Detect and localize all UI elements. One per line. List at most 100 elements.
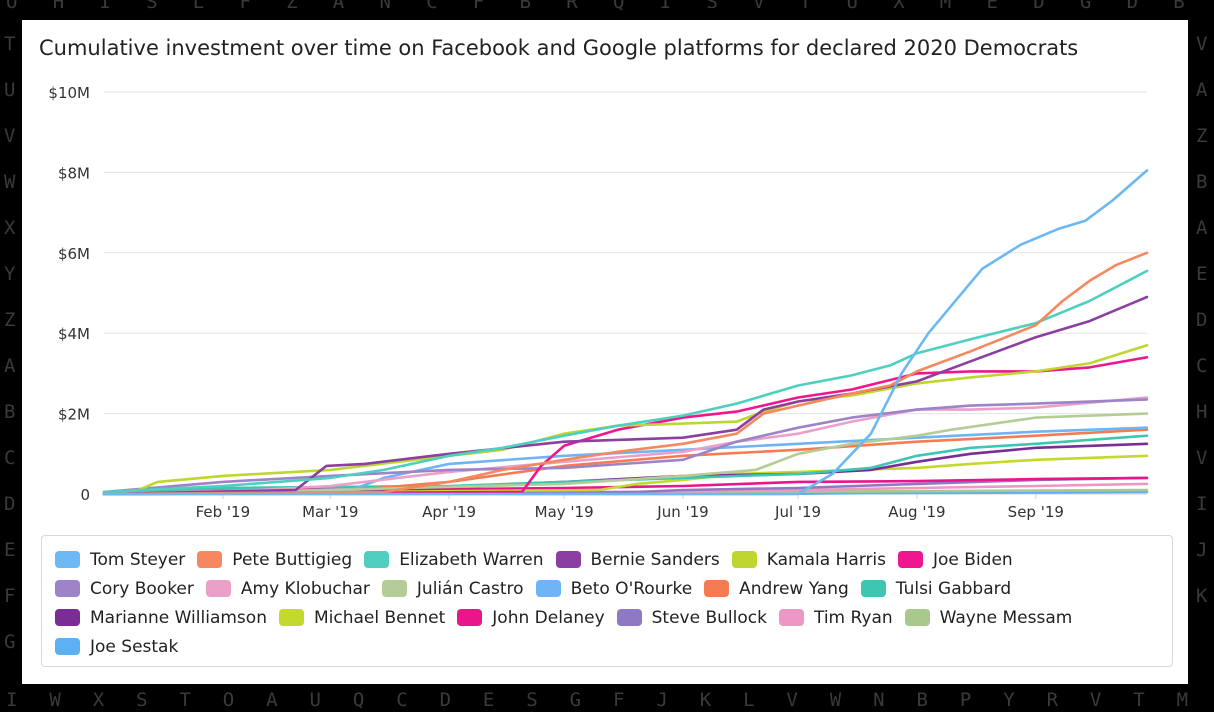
- bg-letter-top: X: [893, 0, 905, 13]
- bg-letter-bottom: W: [830, 689, 842, 711]
- bg-letter-top: T: [800, 0, 811, 13]
- legend-item[interactable]: Elizabeth Warren: [364, 549, 544, 570]
- legend-item[interactable]: Cory Booker: [55, 579, 194, 599]
- series-line-elizabeth-warren[interactable]: [102, 269, 1149, 494]
- bg-letter-top: S: [146, 0, 157, 13]
- series-line-beto-o-rourke[interactable]: [102, 426, 1149, 496]
- x-tick-label: Sep '19: [1008, 503, 1064, 521]
- legend-row: Joe Sestak: [55, 632, 1162, 661]
- bg-letter-top: B: [520, 0, 531, 13]
- bg-letter-top: N: [380, 0, 391, 13]
- legend-item[interactable]: Bernie Sanders: [555, 549, 720, 570]
- x-tick-label: Apr '19: [422, 503, 476, 521]
- bg-letter-top: F: [240, 0, 251, 13]
- bg-letter-bottom: I: [6, 689, 17, 711]
- bg-letter-right: A: [1196, 217, 1208, 239]
- legend-item[interactable]: Kamala Harris: [731, 549, 887, 570]
- y-tick-label: $6M: [58, 245, 90, 263]
- bg-letter-left: C: [4, 447, 15, 469]
- bg-letter-bottom: R: [1047, 689, 1059, 711]
- bg-letter-top: I: [99, 0, 110, 13]
- legend-item[interactable]: Tim Ryan: [778, 608, 893, 628]
- series-line-juli-n-castro[interactable]: [102, 412, 1149, 496]
- legend-item[interactable]: Amy Klobuchar: [205, 579, 370, 599]
- legend-row: Cory Booker Amy Klobuchar Julián Castro Bet…: [55, 574, 1162, 603]
- bg-letter-bottom: G: [570, 689, 581, 711]
- bg-letter-bottom: F: [613, 689, 624, 711]
- y-tick-label: $8M: [58, 164, 90, 182]
- bg-letter-top: A: [333, 0, 345, 13]
- bg-letter-top: V: [753, 0, 764, 13]
- bg-letter-bottom: V: [1090, 689, 1101, 711]
- x-tick-label: Feb '19: [196, 503, 251, 521]
- legend-swatch: [197, 551, 223, 568]
- legend-swatch: [205, 580, 231, 597]
- bg-letter-top: Q: [613, 0, 624, 13]
- bg-letter-left: T: [4, 33, 15, 55]
- legend-label: Pete Buttigieg: [232, 549, 353, 570]
- legend-item[interactable]: Julián Castro: [381, 578, 524, 599]
- bg-letter-right: K: [1196, 585, 1208, 607]
- legend-item[interactable]: Beto O'Rourke: [535, 579, 692, 599]
- bg-letter-left: Y: [4, 263, 16, 285]
- series-line-kamala-harris[interactable]: [102, 344, 1149, 496]
- bg-letter-bottom: P: [960, 689, 971, 711]
- series-line-tom-steyer[interactable]: [102, 169, 1149, 496]
- legend-item[interactable]: Wayne Messam: [904, 608, 1072, 628]
- legend-swatch: [898, 551, 924, 568]
- bg-letter-bottom: K: [700, 689, 712, 711]
- bg-letter-left: G: [4, 631, 15, 653]
- series-line-tulsi-gabbard[interactable]: [102, 434, 1149, 496]
- series-line-michael-bennet[interactable]: [102, 454, 1149, 496]
- legend-item[interactable]: John Delaney: [457, 607, 605, 628]
- legend-label: Joe Biden: [933, 549, 1013, 570]
- legend-label: Andrew Yang: [739, 578, 849, 599]
- series-line-cory-booker[interactable]: [102, 398, 1149, 494]
- bg-letter-top: G: [1080, 0, 1091, 13]
- bg-letter-bottom: V: [786, 689, 797, 711]
- bg-letter-top: M: [940, 0, 951, 13]
- bg-letter-bottom: J: [656, 689, 667, 711]
- bg-letter-left: B: [4, 401, 15, 423]
- bg-letter-top: I: [660, 0, 671, 13]
- legend-item[interactable]: Andrew Yang: [704, 579, 849, 599]
- legend-label: Kamala Harris: [766, 549, 887, 570]
- legend-swatch: [555, 551, 581, 568]
- chart-legend: Tom Steyer Pete Buttigieg Elizabeth Warren…: [41, 535, 1173, 667]
- legend-item[interactable]: Tom Steyer: [55, 550, 185, 570]
- legend-item[interactable]: Joe Sestak: [55, 637, 178, 657]
- bg-letter-top: L: [193, 0, 204, 13]
- series-line-pete-buttigieg[interactable]: [102, 251, 1149, 496]
- legend-label: John Delaney: [492, 607, 605, 628]
- legend-swatch: [381, 580, 407, 597]
- legend-item[interactable]: Michael Bennet: [278, 608, 445, 628]
- bg-letter-right: I: [1196, 493, 1207, 515]
- bg-letter-bottom: Q: [353, 689, 364, 711]
- bg-letter-bottom: W: [49, 689, 61, 711]
- bg-letter-bottom: S: [136, 689, 147, 711]
- legend-label: Bernie Sanders: [590, 549, 720, 570]
- legend-label: Steve Bullock: [651, 607, 767, 628]
- chart-card: Cumulative investment over time on Faceb…: [22, 20, 1188, 684]
- legend-item[interactable]: Marianne Williamson: [55, 608, 267, 628]
- legend-item[interactable]: Pete Buttigieg: [197, 550, 352, 570]
- legend-swatch: [904, 609, 930, 626]
- bg-letter-left: U: [4, 79, 15, 101]
- legend-item[interactable]: Steve Bullock: [616, 607, 767, 628]
- bg-letter-left: A: [4, 355, 16, 377]
- y-tick-label: $10M: [48, 84, 90, 102]
- bg-letter-bottom: M: [1177, 689, 1188, 711]
- legend-label: Joe Sestak: [90, 636, 179, 657]
- legend-swatch: [364, 551, 390, 568]
- legend-label: Julián Castro: [416, 578, 524, 599]
- y-tick-label: 0: [80, 486, 90, 504]
- bg-letter-bottom: T: [179, 689, 190, 711]
- series-line-bernie-sanders[interactable]: [102, 295, 1149, 496]
- bg-letter-right: H: [1196, 401, 1207, 423]
- legend-item[interactable]: Joe Biden: [898, 550, 1013, 570]
- legend-label: Elizabeth Warren: [399, 549, 544, 570]
- bg-letter-bottom: D: [440, 689, 451, 711]
- bg-letter-top: D: [1127, 0, 1138, 13]
- legend-item[interactable]: Tulsi Gabbard: [860, 579, 1011, 599]
- bg-letter-bottom: Y: [1003, 689, 1015, 711]
